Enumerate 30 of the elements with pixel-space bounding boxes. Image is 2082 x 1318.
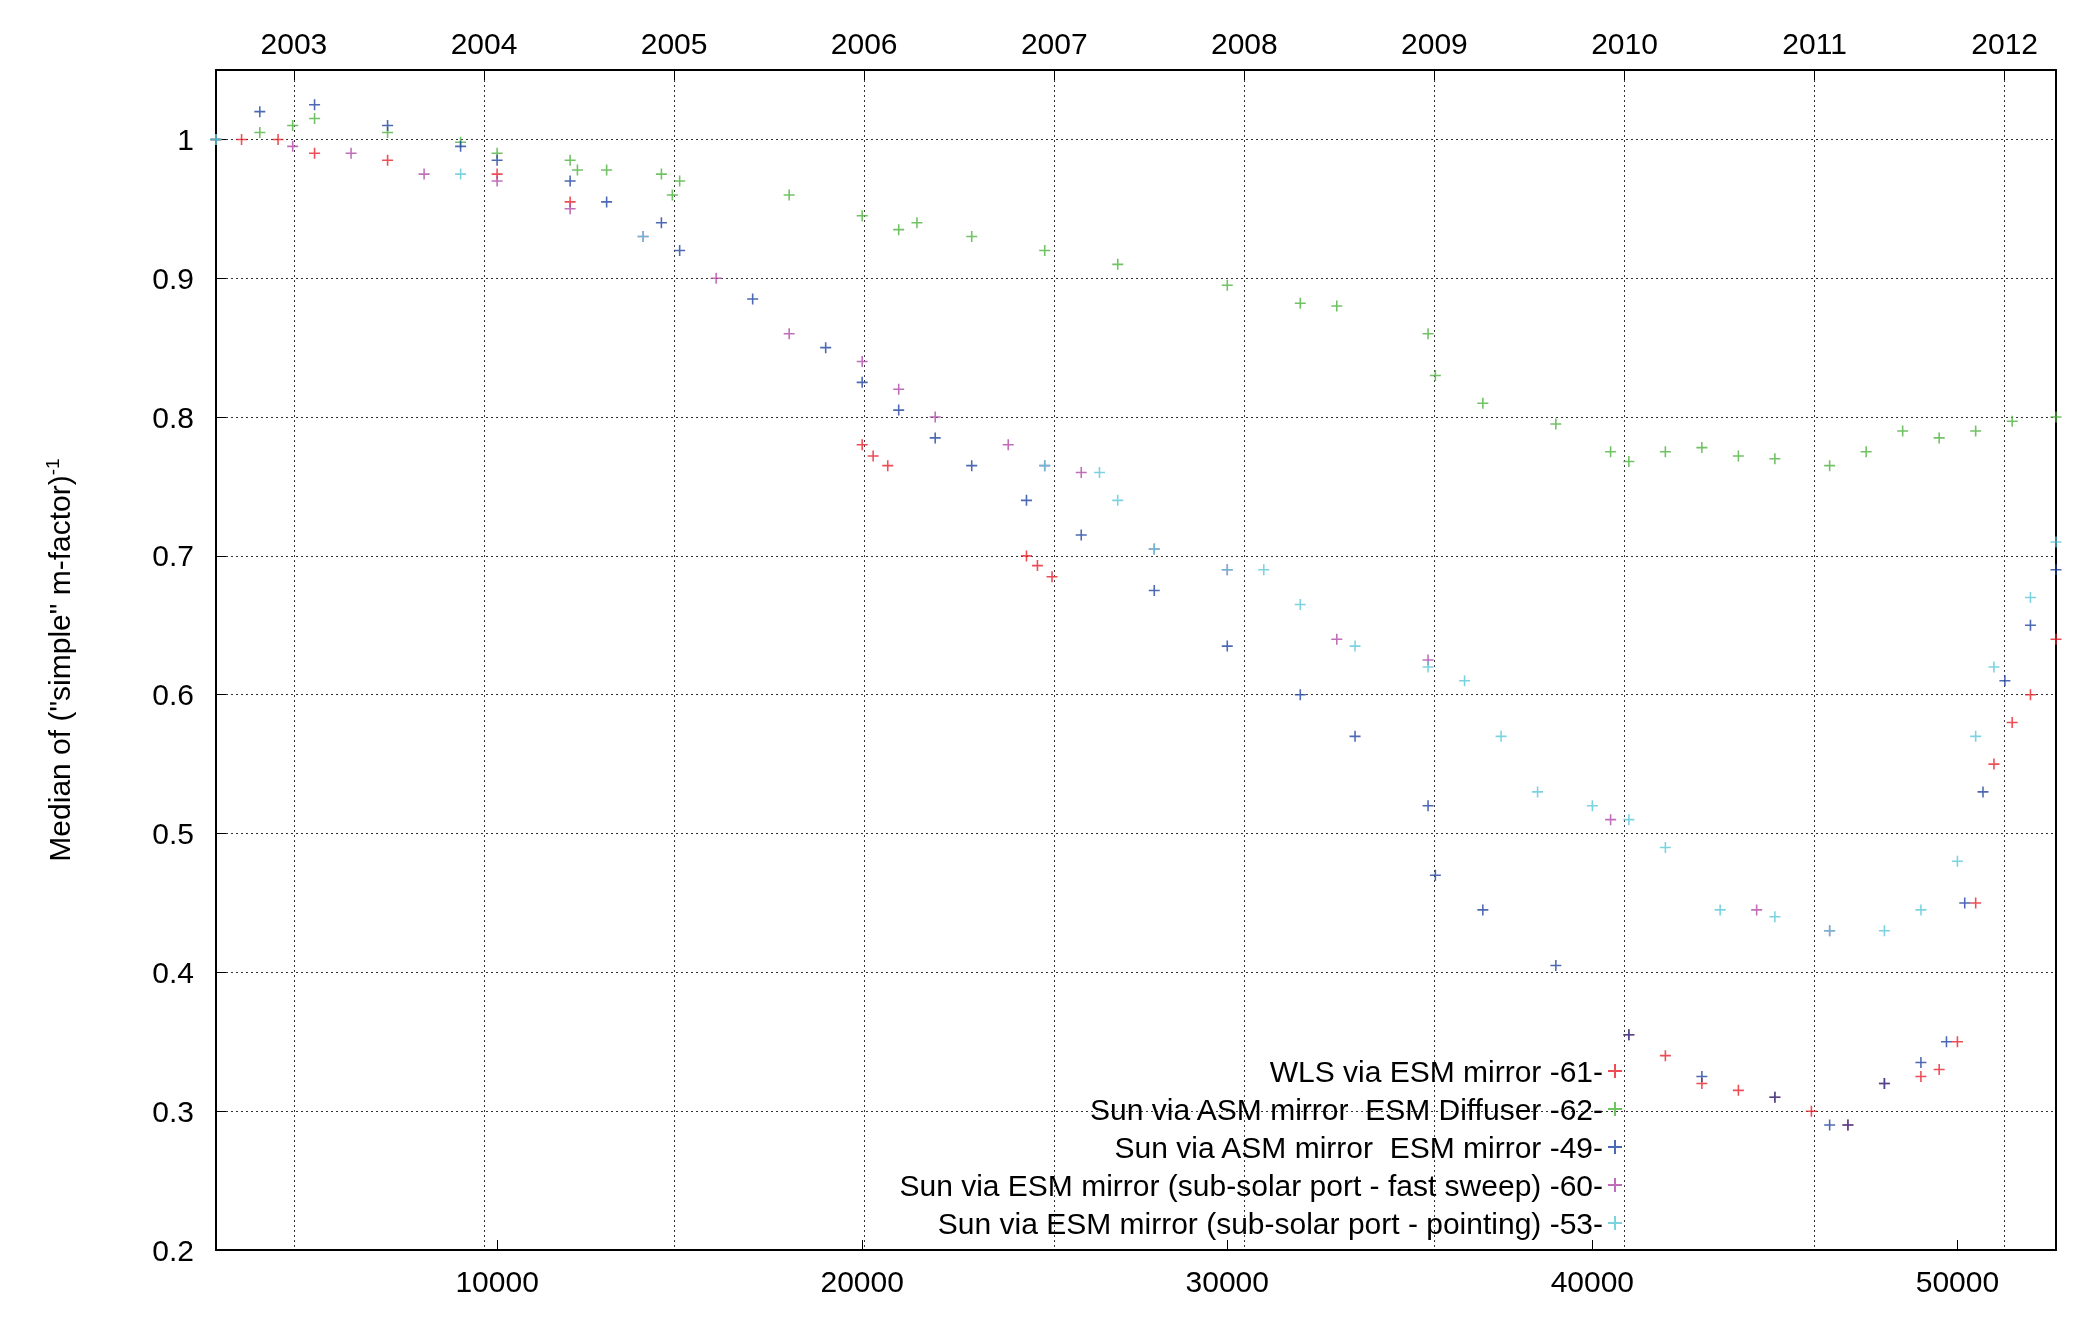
x-tick-label: 30000 [1185,1264,1269,1298]
legend-label: Sun via ASM mirror ESM mirror -49- [1114,1130,1603,1164]
y-tick-label: 0.6 [152,678,194,712]
y-tick-label: 0.7 [152,539,194,573]
y-tick-label: 0.5 [152,817,194,851]
x2-tick-label: 2005 [640,26,708,60]
x2-tick-label: 2008 [1210,26,1278,60]
x2-tick-label: 2012 [1971,26,2039,60]
x-tick-label: 40000 [1550,1264,1635,1298]
x2-tick-label: 2007 [1020,26,1088,60]
y-tick-label: 0.2 [152,1233,194,1267]
x2-tick-label: 2004 [450,26,518,60]
x2-tick-label: 2006 [830,26,898,60]
y-tick-label: 0.3 [152,1094,194,1128]
x-tick-label: 20000 [820,1264,904,1298]
x2-tick-label: 2009 [1401,26,1468,60]
legend-label: WLS via ESM mirror -61- [1269,1054,1603,1088]
x2-tick-label: 2003 [260,26,328,60]
y-axis-title: Median of ("simple" m-factor)-1 [42,458,76,862]
legend-label: Sun via ASM mirror ESM Diffuser -62- [1090,1092,1603,1126]
x-tick-label: 10000 [455,1264,539,1298]
x-tick-label: 50000 [1915,1264,2000,1298]
y-tick-label: 0.9 [152,261,194,295]
x2-tick-label: 2010 [1591,26,1658,60]
x2-tick-label: 2011 [1782,26,1847,60]
legend-label: Sun via ESM mirror (sub-solar port - pointing) -53- [937,1206,1603,1240]
y-tick-label: 1 [177,122,194,156]
y-tick-label: 0.8 [152,400,194,434]
y-tick-label: 0.4 [152,955,194,989]
legend-label: Sun via ESM mirror (sub-solar port - fast sweep) -60- [899,1168,1603,1202]
